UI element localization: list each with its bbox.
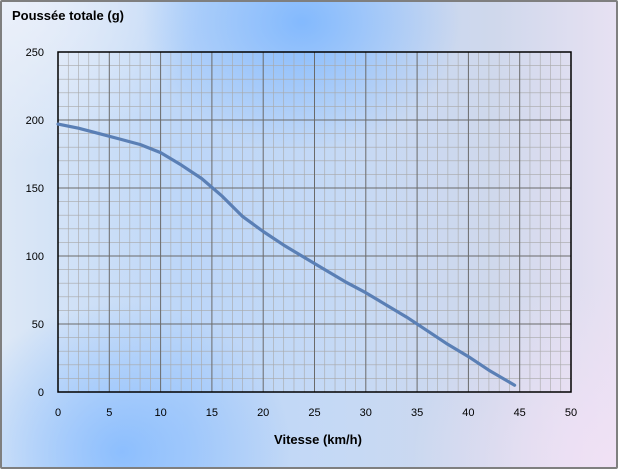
x-tick-label: 15 bbox=[206, 407, 218, 419]
plot-border bbox=[57, 51, 572, 393]
y-axis-title: Poussée totale (g) bbox=[12, 8, 124, 23]
series-line bbox=[56, 122, 517, 387]
y-tick-label: 200 bbox=[26, 115, 44, 127]
major-grid bbox=[58, 52, 571, 392]
y-tick-label: 150 bbox=[26, 183, 44, 195]
x-tick-label: 0 bbox=[55, 407, 61, 419]
x-tick-label: 5 bbox=[106, 407, 112, 419]
x-tick-label: 10 bbox=[154, 407, 166, 419]
chart-svg: 0 50 100 150 200 250 0 5 10 15 20 25 30 35 40 45 50 Pou… bbox=[12, 8, 577, 447]
y-tick-label: 100 bbox=[26, 251, 44, 263]
y-tick-labels: 0 50 100 150 200 250 bbox=[26, 47, 44, 399]
x-tick-label: 45 bbox=[514, 407, 526, 419]
x-tick-labels: 0 5 10 15 20 25 30 35 40 45 50 bbox=[55, 407, 577, 419]
y-tick-label: 50 bbox=[32, 319, 44, 331]
x-tick-label: 40 bbox=[462, 407, 474, 419]
x-axis-title: Vitesse (km/h) bbox=[274, 432, 362, 447]
x-tick-label: 35 bbox=[411, 407, 423, 419]
x-tick-label: 20 bbox=[257, 407, 269, 419]
x-tick-label: 25 bbox=[308, 407, 320, 419]
x-tick-label: 50 bbox=[565, 407, 577, 419]
x-tick-label: 30 bbox=[360, 407, 372, 419]
y-tick-label: 250 bbox=[26, 47, 44, 59]
y-tick-label: 0 bbox=[38, 387, 44, 399]
